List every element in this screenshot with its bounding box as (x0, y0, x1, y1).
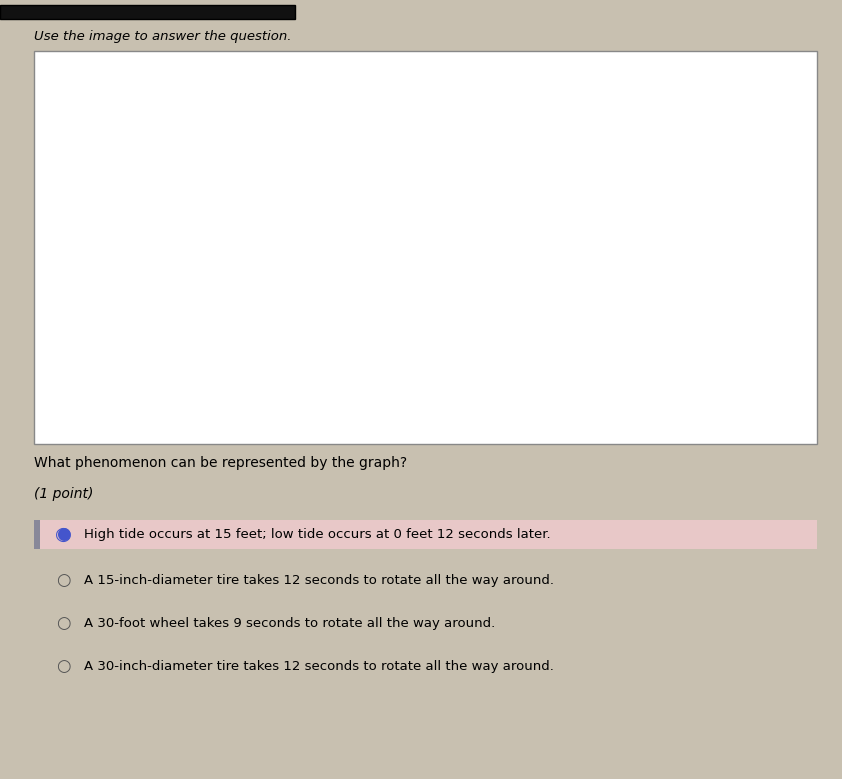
Text: 0: 0 (125, 372, 134, 386)
Text: A 15-inch-diameter tire takes 12 seconds to rotate all the way around.: A 15-inch-diameter tire takes 12 seconds… (84, 574, 554, 587)
Text: What phenomenon can be represented by the graph?: What phenomenon can be represented by th… (34, 456, 407, 470)
Text: A 30-inch-diameter tire takes 12 seconds to rotate all the way around.: A 30-inch-diameter tire takes 12 seconds… (84, 660, 554, 672)
Text: ●: ● (56, 525, 71, 544)
Text: Use the image to answer the question.: Use the image to answer the question. (34, 30, 291, 43)
Text: High tide occurs at 15 feet; low tide occurs at 0 feet 12 seconds later.: High tide occurs at 15 feet; low tide oc… (84, 528, 551, 541)
Text: ○: ○ (55, 525, 72, 544)
Text: ○: ○ (56, 571, 71, 590)
Text: A 30-foot wheel takes 9 seconds to rotate all the way around.: A 30-foot wheel takes 9 seconds to rotat… (84, 617, 495, 629)
Text: ○: ○ (56, 657, 71, 675)
Text: ○: ○ (56, 614, 71, 633)
Text: y: y (145, 67, 154, 83)
Text: (1 point): (1 point) (34, 487, 93, 501)
Text: x: x (797, 375, 806, 390)
